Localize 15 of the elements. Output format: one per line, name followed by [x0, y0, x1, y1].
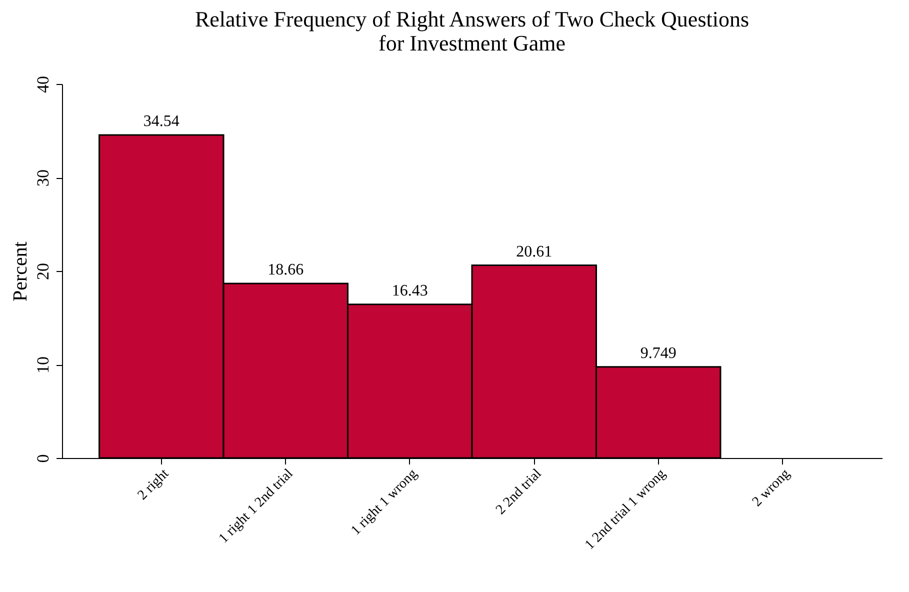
- data-label: 16.43: [392, 282, 428, 300]
- x-tick-label: 1 right 1 2nd trial: [216, 466, 296, 546]
- data-label: 34.54: [143, 113, 180, 130]
- x-tick-label: 2 right: [135, 466, 172, 504]
- chart-title: Relative Frequency of Right Answers of Two Check Questions for Investment Game: [194, 6, 750, 56]
- y-tick-label: 0: [34, 454, 52, 463]
- data-label: 9.749: [640, 344, 676, 362]
- data-label: 18.66: [268, 262, 304, 279]
- x-tick-label: 2 2nd trial: [493, 466, 545, 518]
- y-axis-title: Percent: [10, 241, 32, 302]
- y-tick-label: 10: [34, 356, 52, 374]
- y-tick-label: 30: [34, 170, 52, 186]
- data-label: 20.61: [516, 243, 552, 260]
- y-tick-label: 20: [34, 263, 52, 280]
- y-tick-label: 40: [34, 76, 52, 93]
